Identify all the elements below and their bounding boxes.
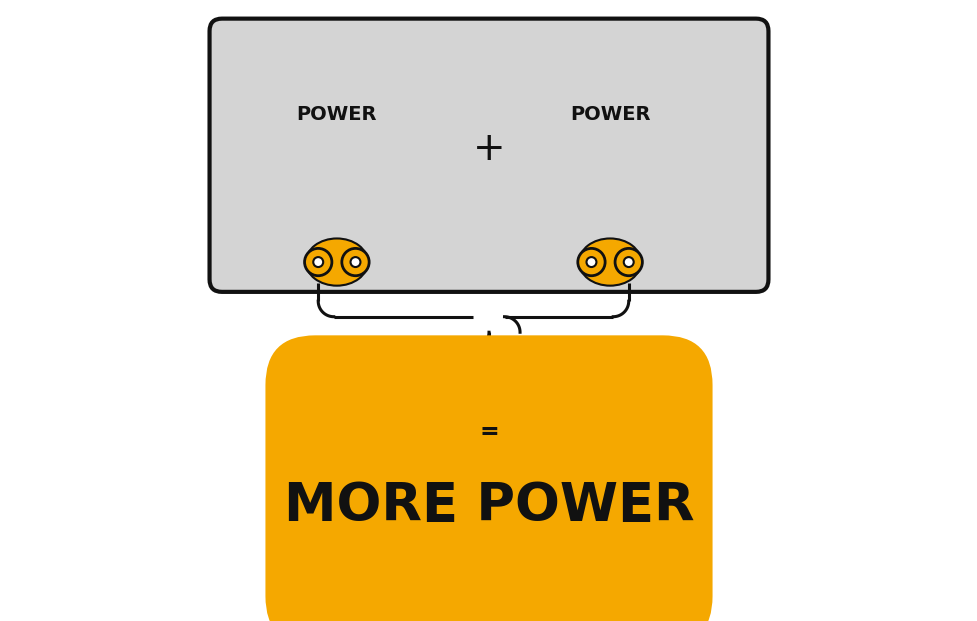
Text: POWER: POWER: [570, 106, 650, 124]
Ellipse shape: [306, 238, 367, 286]
FancyBboxPatch shape: [265, 335, 712, 621]
Circle shape: [615, 248, 642, 276]
Text: POWER: POWER: [296, 106, 377, 124]
Ellipse shape: [578, 238, 641, 286]
Circle shape: [342, 248, 368, 276]
FancyBboxPatch shape: [209, 19, 768, 292]
Circle shape: [313, 257, 322, 267]
Circle shape: [623, 257, 633, 267]
Circle shape: [577, 248, 605, 276]
Circle shape: [586, 257, 596, 267]
Text: MORE POWER: MORE POWER: [283, 480, 694, 532]
Text: +: +: [472, 130, 505, 168]
Circle shape: [304, 248, 331, 276]
Circle shape: [350, 257, 361, 267]
Text: =: =: [479, 420, 498, 443]
